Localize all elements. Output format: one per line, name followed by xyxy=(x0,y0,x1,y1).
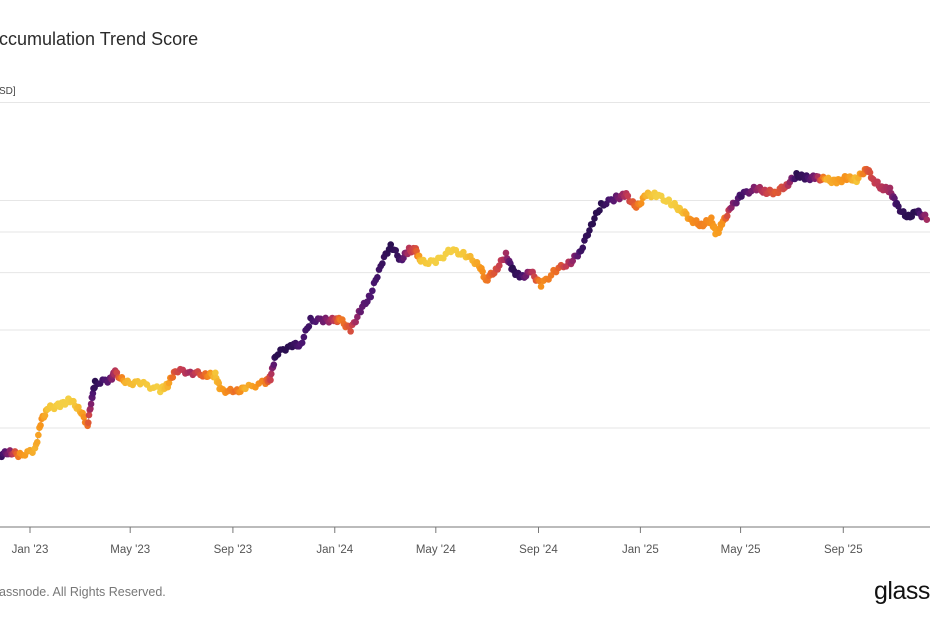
data-point xyxy=(479,268,486,275)
data-point xyxy=(923,216,930,223)
data-point xyxy=(41,412,49,419)
data-point xyxy=(85,419,92,427)
data-point xyxy=(502,249,510,257)
x-tick-label: Jan '25 xyxy=(622,544,659,556)
data-point xyxy=(432,259,440,267)
x-tick-label: Sep '24 xyxy=(519,544,558,556)
data-point xyxy=(300,333,308,341)
data-point xyxy=(495,262,503,269)
x-tick-label: Sep '23 xyxy=(214,544,253,556)
data-point xyxy=(886,184,894,192)
data-point xyxy=(87,400,95,408)
data-point xyxy=(364,298,371,305)
x-tick-label: Jan '23 xyxy=(12,544,49,556)
x-tick-label: May '25 xyxy=(721,544,761,556)
data-point xyxy=(85,411,93,419)
data-point xyxy=(591,215,598,222)
data-point xyxy=(708,214,715,221)
x-tick-label: May '24 xyxy=(416,544,457,556)
data-point xyxy=(113,369,121,376)
data-point xyxy=(665,196,673,204)
data-point xyxy=(357,308,364,316)
data-point xyxy=(305,323,313,330)
data-point xyxy=(270,361,278,368)
data-point xyxy=(37,422,44,429)
x-tick-label: May '23 xyxy=(110,544,150,556)
data-point xyxy=(596,207,603,214)
data-point xyxy=(460,248,467,256)
data-point xyxy=(547,272,555,279)
data-point xyxy=(569,257,577,265)
data-point xyxy=(586,227,593,234)
data-point xyxy=(369,287,376,295)
data-point xyxy=(80,413,88,421)
data-point xyxy=(169,374,177,381)
data-point xyxy=(537,283,545,290)
x-tick-label: Jan '24 xyxy=(316,544,353,556)
data-point xyxy=(267,376,274,384)
data-point xyxy=(579,244,587,252)
price-line xyxy=(0,167,927,456)
data-point xyxy=(387,241,395,248)
glassnode-logo: glass xyxy=(874,577,930,605)
data-point xyxy=(274,351,282,358)
data-point xyxy=(379,260,386,267)
data-point xyxy=(212,369,219,377)
data-point xyxy=(33,438,41,446)
data-point xyxy=(392,247,400,254)
data-point xyxy=(89,390,97,397)
data-point xyxy=(35,431,42,439)
data-point xyxy=(589,220,597,228)
data-point xyxy=(352,318,359,326)
data-point xyxy=(723,212,731,220)
data-point xyxy=(354,313,361,321)
y-axis-unit-label: SD] xyxy=(0,86,16,97)
data-point xyxy=(165,379,173,387)
data-point xyxy=(624,192,632,200)
data-point xyxy=(298,339,306,347)
data-point xyxy=(367,293,374,301)
data-point xyxy=(347,328,354,335)
chart-title: ccumulation Trend Score xyxy=(0,29,199,49)
data-point xyxy=(268,370,275,378)
data-point xyxy=(895,203,902,210)
data-point xyxy=(637,199,645,207)
x-tick-label: Sep '25 xyxy=(824,544,863,556)
data-point xyxy=(866,169,874,176)
data-point xyxy=(374,273,381,281)
copyright-notice: assnode. All Rights Reserved. xyxy=(0,585,166,599)
